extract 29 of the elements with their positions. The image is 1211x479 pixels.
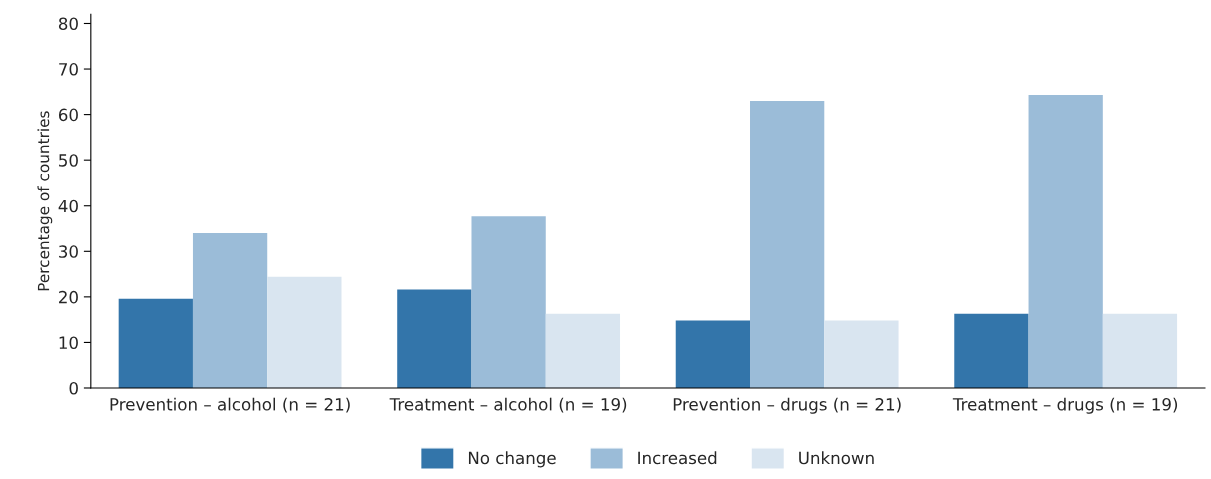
y-tick-label: 10 bbox=[59, 336, 78, 349]
legend-label: No change bbox=[468, 451, 556, 468]
bar bbox=[267, 276, 342, 388]
bar bbox=[675, 320, 751, 388]
bar bbox=[1102, 313, 1178, 388]
legend-label: Unknown bbox=[799, 451, 874, 465]
bar bbox=[750, 100, 825, 388]
x-tick-label: Prevention – alcohol (n = 21) bbox=[110, 397, 350, 413]
bar bbox=[824, 320, 899, 388]
y-tick-label: 70 bbox=[59, 63, 78, 76]
y-tick-label: 50 bbox=[59, 154, 78, 167]
legend-label: Increased bbox=[638, 451, 717, 465]
x-tick-label: Prevention – drugs (n = 21) bbox=[673, 397, 901, 414]
y-tick-label: 40 bbox=[58, 199, 78, 213]
y-tick-label: 20 bbox=[59, 290, 78, 304]
bar bbox=[1028, 95, 1103, 388]
bar bbox=[192, 233, 268, 388]
y-tick-label: 0 bbox=[69, 381, 78, 395]
y-tick-label: 80 bbox=[58, 17, 78, 31]
y-axis-title: Percentage of countries bbox=[37, 111, 53, 291]
bar bbox=[545, 313, 621, 388]
y-tick-label: 30 bbox=[59, 245, 78, 258]
y-tick-label: 60 bbox=[58, 108, 78, 122]
bar bbox=[471, 216, 546, 388]
bar bbox=[954, 313, 1029, 388]
x-tick-label: Treatment – drugs (n = 19) bbox=[952, 397, 1178, 414]
bar bbox=[118, 298, 193, 388]
x-tick-label: Treatment – alcohol (n = 19) bbox=[389, 397, 627, 413]
bar bbox=[397, 289, 472, 388]
